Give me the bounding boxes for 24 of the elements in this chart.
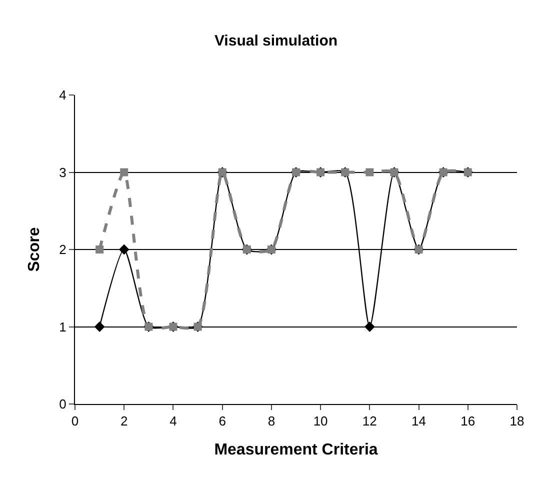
point xyxy=(120,168,128,176)
y-tick-label: 1 xyxy=(59,319,66,334)
x-tick-label: 16 xyxy=(460,414,476,429)
y-tick-label: 2 xyxy=(59,242,66,258)
y-tick-label: 0 xyxy=(59,396,66,412)
point xyxy=(118,244,130,255)
x-tick-label: 4 xyxy=(170,414,177,429)
point xyxy=(96,246,104,254)
y-axis-title: Score xyxy=(26,227,44,272)
x-tick-label: 18 xyxy=(510,414,524,429)
x-tick-label: 2 xyxy=(120,414,128,429)
x-tick-label: 8 xyxy=(268,414,276,429)
point xyxy=(364,322,375,332)
y-tick-label: 3 xyxy=(59,164,66,180)
x-tick-label: 6 xyxy=(218,414,226,429)
x-tick-label: 14 xyxy=(412,414,426,429)
point xyxy=(366,168,374,176)
x-tick-label: 0 xyxy=(71,414,79,429)
x-tick-label: 12 xyxy=(362,414,377,429)
point xyxy=(94,322,105,332)
x-tick-label: 10 xyxy=(313,414,328,429)
y-tick-label: 4 xyxy=(59,88,66,103)
x-axis-title: Measurement Criteria xyxy=(214,441,378,458)
chart-title: Visual simulation xyxy=(214,32,338,50)
